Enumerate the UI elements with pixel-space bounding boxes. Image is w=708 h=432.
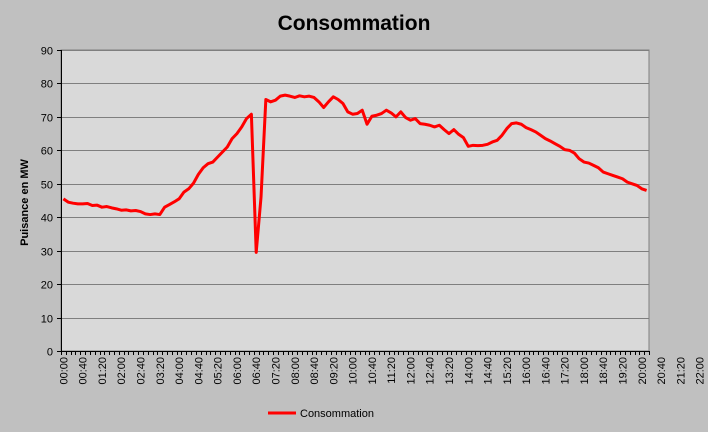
y-tick-label: 70 xyxy=(41,113,53,125)
y-tick-label: 90 xyxy=(41,46,53,58)
x-axis-ticks: 00:00 00:40 01:20 02:00 02:40 03:20 04:00 04:40… xyxy=(58,351,707,385)
x-tick-label: 16:40 xyxy=(540,357,552,385)
x-tick-label: 14:40 xyxy=(483,357,495,385)
y-tick-label: 50 xyxy=(41,180,53,192)
x-tick-label: 06:40 xyxy=(251,357,263,385)
x-tick-label: 04:00 xyxy=(174,357,186,385)
plot-area xyxy=(60,49,650,352)
legend: Consommation xyxy=(268,408,374,420)
x-tick-label: 02:40 xyxy=(136,357,148,385)
x-tick-label: 10:00 xyxy=(348,357,360,385)
x-tick-label: 02:00 xyxy=(116,357,128,385)
legend-label: Consommation xyxy=(300,408,374,420)
x-tick-label: 16:00 xyxy=(521,357,533,385)
x-tick-label: 05:20 xyxy=(213,357,225,385)
x-tick-label: 09:20 xyxy=(328,357,340,385)
y-tick-label: 20 xyxy=(41,280,53,292)
y-tick-label: 10 xyxy=(41,314,53,326)
x-tick-label: 12:40 xyxy=(425,357,437,385)
x-tick-label: 20:40 xyxy=(656,357,668,385)
x-tick-label: 00:40 xyxy=(78,357,90,385)
y-tick-label: 0 xyxy=(47,347,53,359)
x-tick-label: 11:20 xyxy=(386,357,398,384)
x-tick-label: 08:00 xyxy=(290,357,302,385)
x-tick-label: 20:00 xyxy=(637,357,649,385)
y-tick-label: 80 xyxy=(41,79,53,91)
chart-title: Consommation xyxy=(278,12,431,35)
gridlines xyxy=(61,50,649,352)
x-tick-label: 18:00 xyxy=(579,357,591,385)
x-tick-label: 07:20 xyxy=(270,357,282,385)
x-tick-label: 10:40 xyxy=(367,357,379,385)
x-tick-label: 19:20 xyxy=(617,357,629,385)
x-tick-label: 08:40 xyxy=(309,357,321,385)
x-tick-label: 14:00 xyxy=(463,357,475,385)
series-line-consommation xyxy=(62,93,648,254)
x-tick-label: 18:40 xyxy=(598,357,610,385)
x-tick-label: 01:20 xyxy=(97,357,109,385)
x-tick-label: 03:20 xyxy=(155,357,167,385)
x-tick-label: 17:20 xyxy=(560,357,572,385)
x-tick-label: 00:00 xyxy=(58,357,70,385)
x-tick-label: 15:20 xyxy=(502,357,514,385)
x-tick-label: 21:20 xyxy=(675,357,687,385)
y-tick-label: 30 xyxy=(41,247,53,259)
y-tick-label: 60 xyxy=(41,146,53,158)
y-axis-ticks: 0 10 20 30 40 50 60 70 80 90 xyxy=(41,46,62,359)
series-group xyxy=(62,93,648,254)
x-tick-label: 13:20 xyxy=(444,357,456,385)
x-tick-label: 04:40 xyxy=(193,357,205,385)
y-axis-label: Puisance en MW xyxy=(19,158,31,245)
x-tick-label: 12:00 xyxy=(405,357,417,385)
x-tick-label: 22:00 xyxy=(695,357,707,385)
y-tick-label: 40 xyxy=(41,213,53,225)
x-tick-label: 06:00 xyxy=(232,357,244,385)
